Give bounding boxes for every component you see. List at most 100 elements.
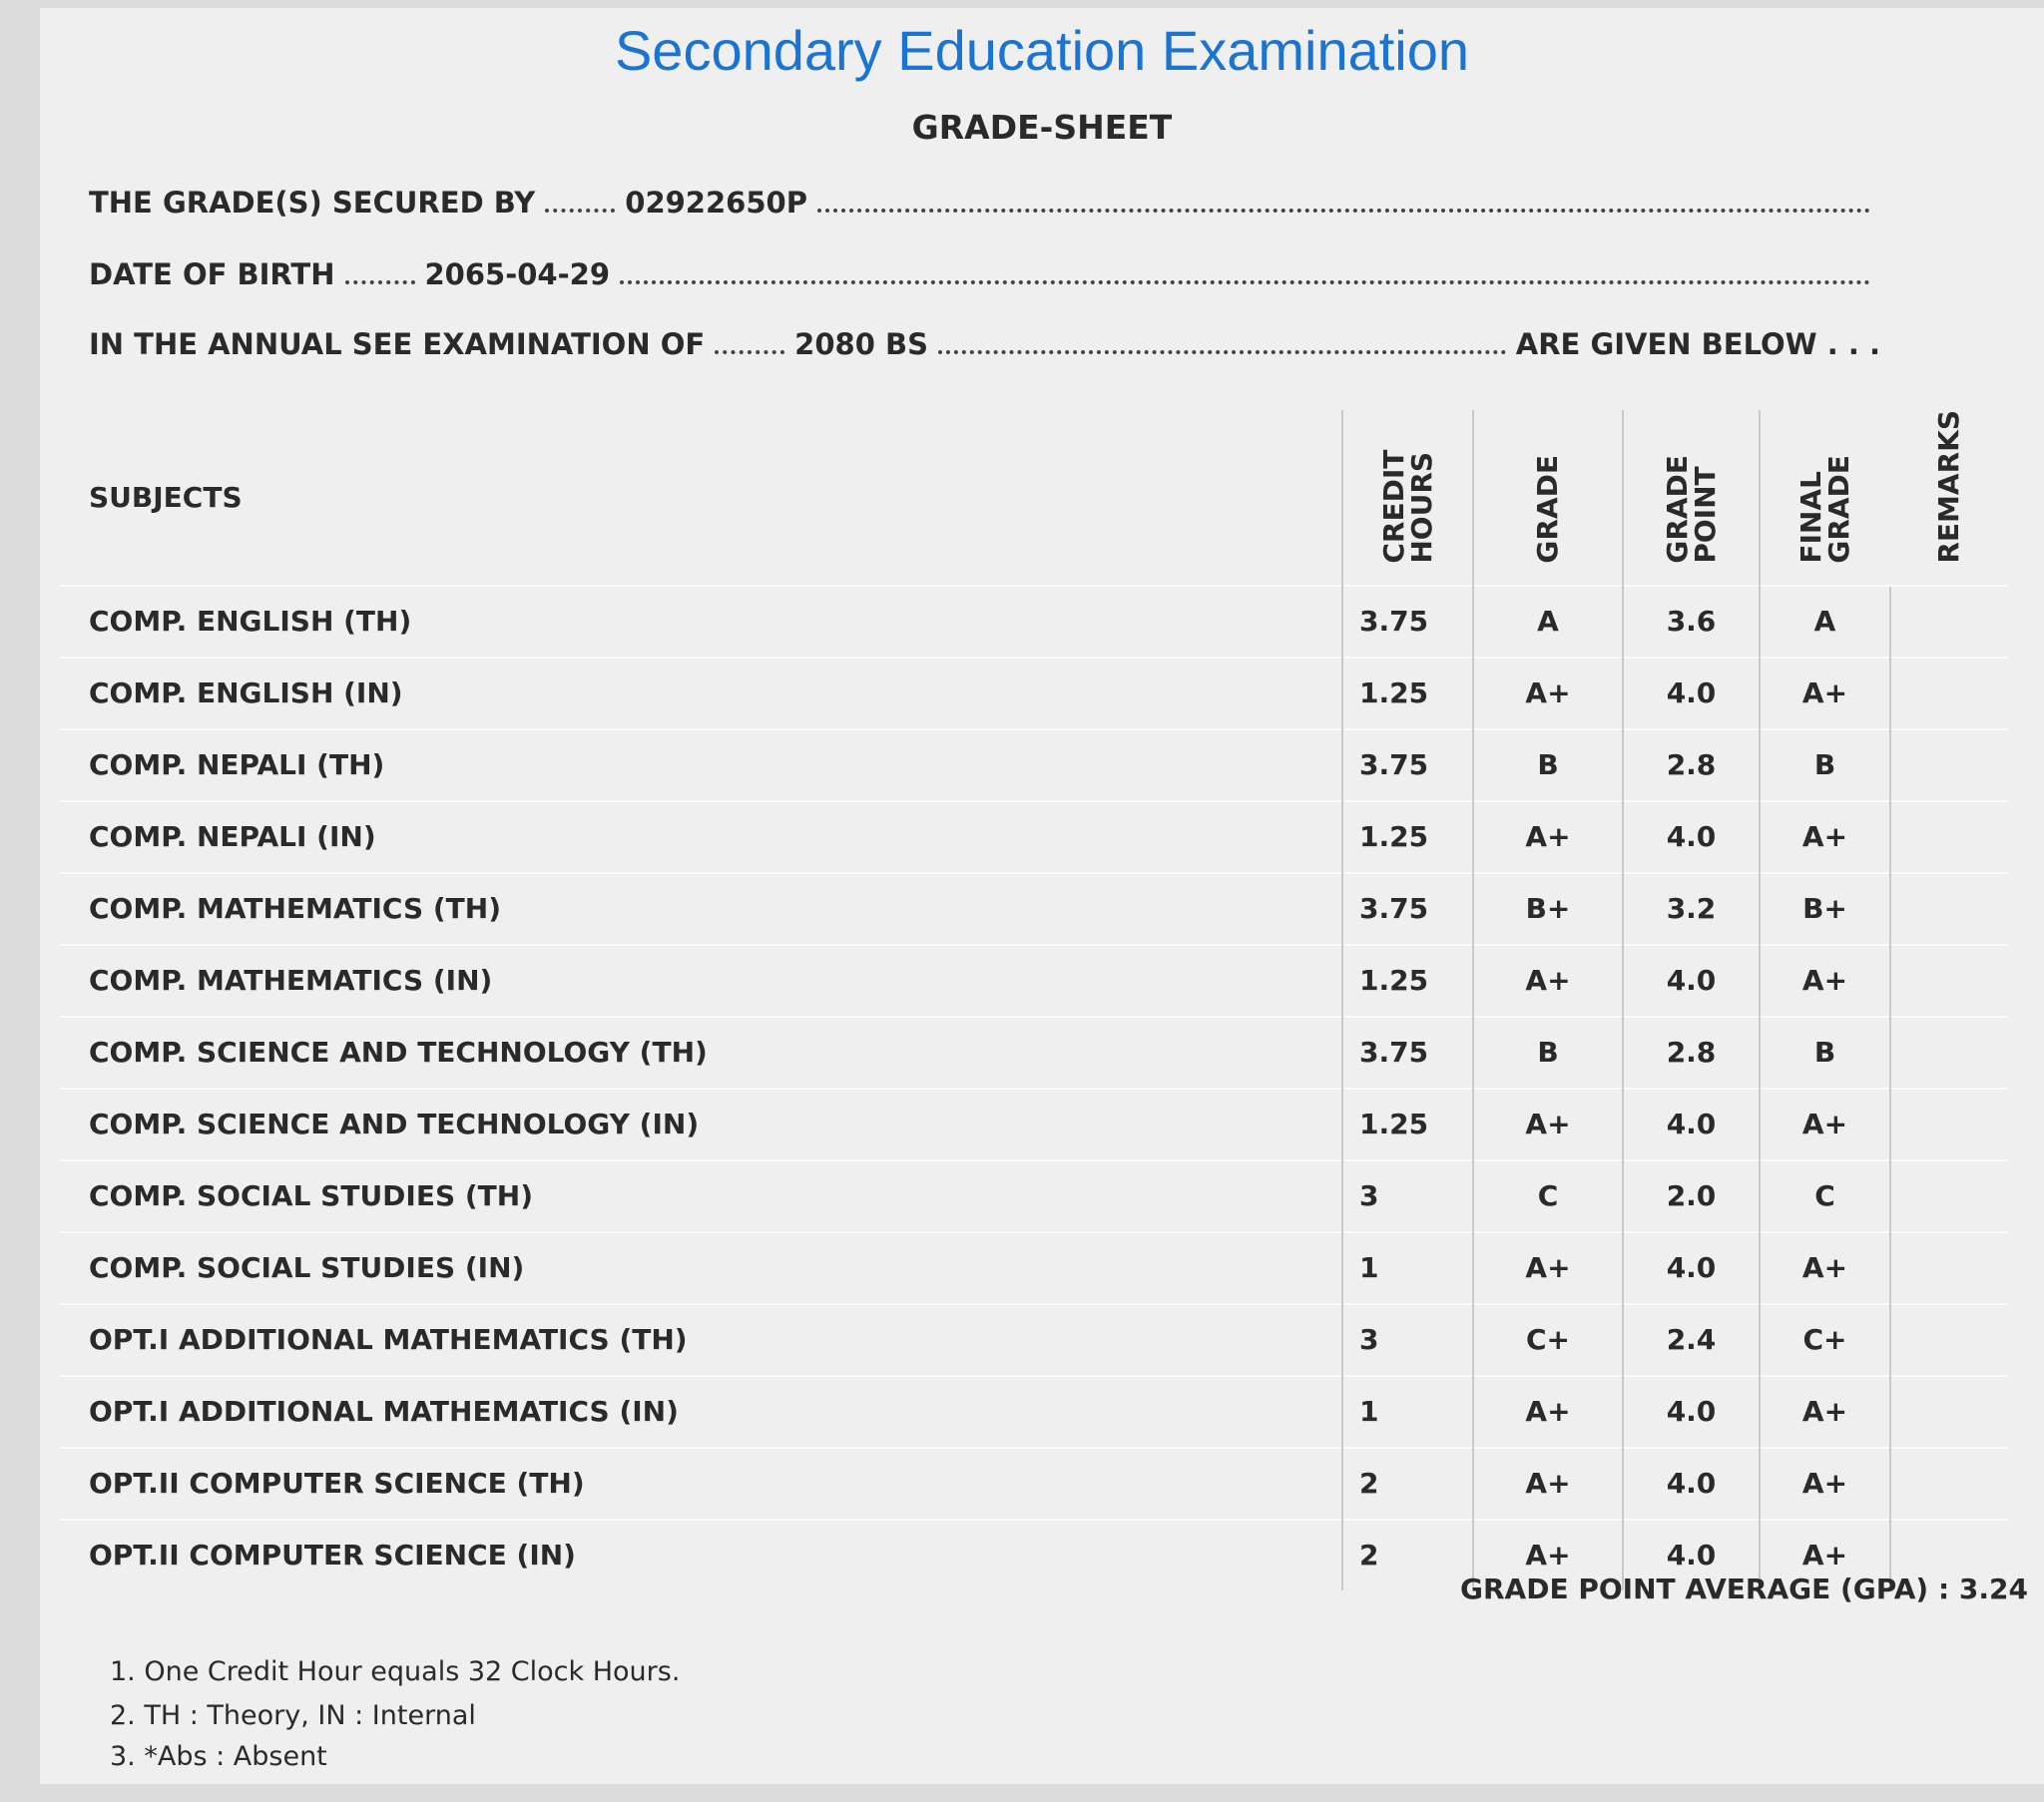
column-header-text: GRADE [1531, 455, 1564, 564]
remarks-cell [1889, 1446, 2007, 1520]
info-line: IN THE ANNUAL SEE EXAMINATION OF 2080 BS A… [89, 327, 1880, 361]
table-row: COMP. SCIENCE AND TECHNOLOGY (IN) 1.25 A+ 4… [59, 1087, 2007, 1160]
subject: OPT.II COMPUTER SCIENCE (TH) [59, 1446, 1342, 1520]
cell: 4.0 [1622, 1230, 1760, 1304]
cell: A+ [1759, 1374, 1890, 1448]
cell: 1.25 [1341, 943, 1473, 1017]
cell: 1 [1341, 1374, 1473, 1448]
table-row: COMP. SOCIAL STUDIES (IN) 1 A+ 4.0 A+ [59, 1230, 2007, 1304]
leader [344, 280, 415, 284]
subject: OPT.I ADDITIONAL MATHEMATICS (IN) [59, 1374, 1342, 1448]
cell: A+ [1472, 1446, 1623, 1520]
subject: COMP. NEPALI (TH) [59, 727, 1342, 801]
subject: COMP. MATHEMATICS (TH) [59, 871, 1342, 945]
cell: A+ [1472, 1087, 1623, 1160]
cell: 4.0 [1622, 1374, 1760, 1448]
column-header: SUBJECTS [59, 410, 1342, 586]
table-row: COMP. ENGLISH (TH) 3.75 A 3.6 A [59, 584, 2007, 658]
grade-sheet: Secondary Education Examination GRADE-SH… [40, 8, 2044, 1784]
cell: 4.0 [1622, 799, 1760, 873]
grade-table: SUBJECTS CREDIT HOURS GRADE GRADE POINT FINA… [59, 410, 2007, 1590]
cell: C [1759, 1158, 1890, 1232]
remarks-cell [1889, 1087, 2007, 1160]
note: 1. One Credit Hour equals 32 Clock Hours… [110, 1656, 681, 1687]
remarks-cell [1889, 727, 2007, 801]
cell: A+ [1472, 799, 1623, 873]
cell: 3 [1341, 1158, 1473, 1232]
cell: 4.0 [1622, 1087, 1760, 1160]
cell: A+ [1759, 1087, 1890, 1160]
cell: 1 [1341, 1230, 1473, 1304]
table-row: COMP. MATHEMATICS (TH) 3.75 B+ 3.2 B+ [59, 871, 2007, 945]
column-header-text: FINAL GRADE [1794, 455, 1855, 564]
cell: B [1759, 1015, 1890, 1089]
cell: 4.0 [1622, 943, 1760, 1017]
column-header: FINAL GRADE [1759, 410, 1890, 586]
gpa-label: GRADE POINT AVERAGE (GPA) : [1460, 1573, 1950, 1605]
gpa-value: 3.24 [1958, 1573, 2028, 1605]
remarks-cell [1889, 799, 2007, 873]
cell: A+ [1759, 799, 1890, 873]
subject: COMP. NEPALI (IN) [59, 799, 1342, 873]
cell: 2.8 [1622, 727, 1760, 801]
cell: 4.0 [1622, 1446, 1760, 1520]
column-header-text: GRADE POINT [1660, 455, 1722, 564]
subject: COMP. ENGLISH (IN) [59, 656, 1342, 729]
subject: OPT.I ADDITIONAL MATHEMATICS (TH) [59, 1302, 1342, 1376]
cell: 3.75 [1341, 871, 1473, 945]
info-label: DATE OF BIRTH [89, 257, 335, 291]
column-header-text: REMARKS [1931, 410, 1965, 564]
leader [715, 350, 785, 354]
table-row: COMP. ENGLISH (IN) 1.25 A+ 4.0 A+ [59, 656, 2007, 729]
leader [937, 350, 1506, 354]
cell: 2 [1341, 1446, 1473, 1520]
cell: 2 [1341, 1518, 1473, 1590]
gpa: GRADE POINT AVERAGE (GPA) : 3.24 [1460, 1573, 2028, 1605]
column-header-text: SUBJECTS [89, 480, 243, 514]
subject: OPT.II COMPUTER SCIENCE (IN) [59, 1518, 1342, 1590]
table-row: OPT.II COMPUTER SCIENCE (TH) 2 A+ 4.0 A+ [59, 1446, 2007, 1520]
cell: A+ [1759, 1230, 1890, 1304]
remarks-cell [1889, 943, 2007, 1017]
table-row: COMP. SCIENCE AND TECHNOLOGY (TH) 3.75 B 2.… [59, 1015, 2007, 1089]
table-row: OPT.I ADDITIONAL MATHEMATICS (IN) 1 A+ 4.0 A… [59, 1374, 2007, 1448]
cell: B+ [1472, 871, 1623, 945]
info-label: THE GRADE(S) SECURED BY [89, 186, 536, 220]
subject: COMP. SOCIAL STUDIES (IN) [59, 1230, 1342, 1304]
table-row: OPT.I ADDITIONAL MATHEMATICS (TH) 3 C+ 2.4 C… [59, 1302, 2007, 1376]
leader [545, 209, 616, 213]
table-row: COMP. SOCIAL STUDIES (TH) 3 C 2.0 C [59, 1158, 2007, 1232]
cell: A+ [1472, 656, 1623, 729]
cell: 2.8 [1622, 1015, 1760, 1089]
column-header: CREDIT HOURS [1341, 410, 1473, 586]
note: 2. TH : Theory, IN : Internal [110, 1700, 476, 1731]
subject: COMP. SOCIAL STUDIES (TH) [59, 1158, 1342, 1232]
subject: COMP. SCIENCE AND TECHNOLOGY (IN) [59, 1087, 1342, 1160]
remarks-cell [1889, 1015, 2007, 1089]
cell: A+ [1759, 656, 1890, 729]
cell: 1.25 [1341, 656, 1473, 729]
leader [816, 209, 1870, 213]
remarks-cell [1889, 1374, 2007, 1448]
table-row: COMP. NEPALI (IN) 1.25 A+ 4.0 A+ [59, 799, 2007, 873]
cell: B [1472, 1015, 1623, 1089]
cell: 3 [1341, 1302, 1473, 1376]
table-row: COMP. MATHEMATICS (IN) 1.25 A+ 4.0 A+ [59, 943, 2007, 1017]
cell: B [1759, 727, 1890, 801]
cell: C+ [1472, 1302, 1623, 1376]
column-header-text: CREDIT HOURS [1376, 449, 1438, 564]
subject: COMP. ENGLISH (TH) [59, 584, 1342, 658]
column-header: GRADE [1472, 410, 1623, 586]
cell: C [1472, 1158, 1623, 1232]
cell: 2.0 [1622, 1158, 1760, 1232]
cell: 1.25 [1341, 1087, 1473, 1160]
remarks-cell [1889, 584, 2007, 658]
table-row: OPT.II COMPUTER SCIENCE (IN) 2 A+ 4.0 A+ [59, 1518, 2007, 1590]
info-suffix: ARE GIVEN BELOW . . . [1515, 327, 1880, 361]
cell: 1.25 [1341, 799, 1473, 873]
cell: A [1472, 584, 1623, 658]
info-line: DATE OF BIRTH 2065-04-29 [89, 257, 1880, 291]
info-line: THE GRADE(S) SECURED BY 02922650P [89, 186, 1880, 220]
cell: 3.2 [1622, 871, 1760, 945]
info-label: IN THE ANNUAL SEE EXAMINATION OF [89, 327, 706, 361]
